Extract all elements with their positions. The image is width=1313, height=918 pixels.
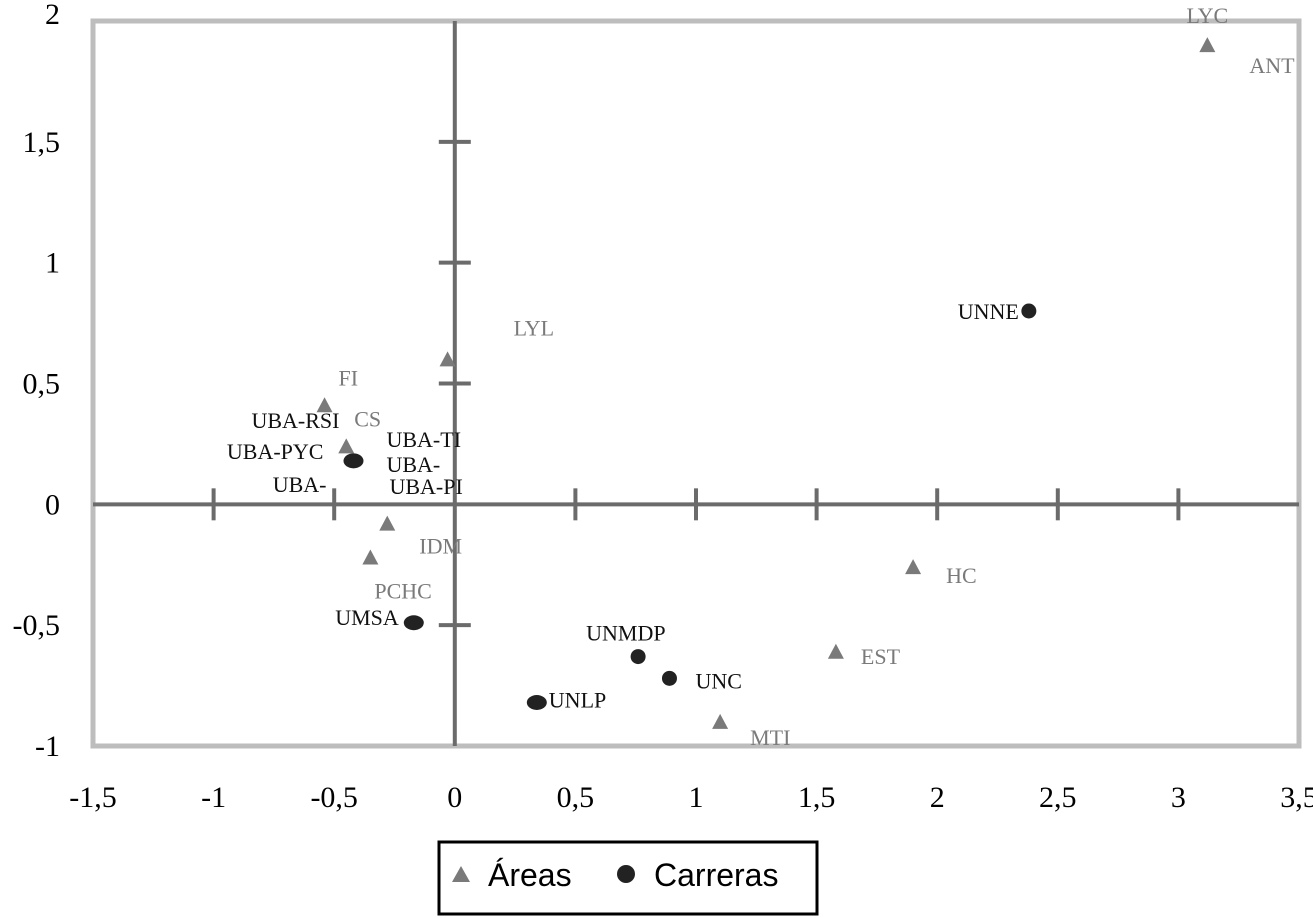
area-point-marker (905, 559, 922, 575)
x-tick-label: -1 (201, 781, 226, 814)
area-point-label: PCHC (374, 579, 431, 604)
area-point-marker (827, 643, 844, 659)
career-point-marker (1021, 303, 1037, 319)
career-point-label: UBA-PI (389, 474, 462, 499)
area-point-marker (712, 713, 729, 729)
x-tick-label: 1 (689, 781, 704, 814)
area-point-marker (316, 397, 333, 413)
career-point-label: UBA-RSI (251, 408, 339, 433)
x-tick-label: 0 (447, 781, 462, 814)
x-tick-label: 3,5 (1280, 781, 1313, 814)
y-tick-label: 1 (45, 247, 60, 280)
area-point-label: HC (946, 563, 977, 588)
y-tick-label: 1,5 (23, 126, 61, 159)
career-point-label: UNNE (958, 299, 1019, 324)
x-tick-label: 2,5 (1039, 781, 1077, 814)
x-tick-label: 1,5 (798, 781, 836, 814)
legend: Áreas Carreras (437, 840, 819, 916)
career-point-label: UBA-TI (386, 427, 461, 452)
area-point-label: IDM (419, 534, 462, 559)
data-points (316, 37, 1216, 729)
career-point-marker (526, 695, 547, 710)
area-point-label: LYL (514, 315, 555, 340)
x-tick-label: 0,5 (557, 781, 595, 814)
legend-circle-marker (617, 865, 635, 883)
career-point-marker (630, 649, 646, 665)
y-tick-label: 2 (45, 0, 60, 31)
tick-labels: -1,5 -1 -0,5 0 0,5 1 1,5 2 2,5 3 3,5 -1 -0,5 0 0,5 1 1,5… (13, 0, 1313, 814)
legend-triangle-marker (452, 866, 470, 882)
area-point-label: CS (354, 406, 381, 431)
area-point-label: ANT (1249, 53, 1295, 78)
career-point-label: UBA- (273, 472, 327, 497)
area-point-marker (338, 438, 355, 454)
career-point-label: UBA-PYC (227, 439, 324, 464)
area-point-marker (439, 351, 456, 367)
x-tick-label: -0,5 (310, 781, 358, 814)
plot-frame (90, 18, 1302, 749)
area-point-label: FI (339, 365, 359, 390)
y-tick-label: 0,5 (23, 368, 61, 401)
area-point-marker (1199, 37, 1216, 53)
career-point-label: UNMDP (586, 621, 665, 646)
legend-label-carreras: Carreras (654, 857, 778, 893)
area-point-label: LYC (1186, 3, 1228, 28)
career-point-marker (661, 670, 677, 686)
y-tick-label: -1 (35, 730, 60, 763)
y-tick-label: -0,5 (13, 609, 61, 642)
career-point-marker (403, 615, 424, 631)
career-point-label: UMSA (335, 605, 399, 630)
legend-label-areas: Áreas (488, 857, 572, 893)
x-tick-label: 3 (1171, 781, 1186, 814)
area-point-marker (362, 549, 379, 565)
area-point-marker (379, 515, 396, 531)
y-tick-label: 0 (45, 488, 60, 521)
axes (93, 21, 1299, 746)
point-labels: LYC ANT LYL FI CS IDM PCHC HC EST MTI UNNE UBA-RSI U… (227, 3, 1295, 750)
career-point-label: UNC (695, 668, 741, 693)
area-point-label: EST (861, 644, 901, 669)
x-tick-label: -1,5 (69, 781, 117, 814)
area-point-label: MTI (750, 725, 790, 750)
x-tick-label: 2 (930, 781, 945, 814)
career-point-label: UNLP (549, 688, 606, 713)
career-point-label: UBA- (386, 452, 440, 477)
career-point-marker (343, 453, 364, 469)
